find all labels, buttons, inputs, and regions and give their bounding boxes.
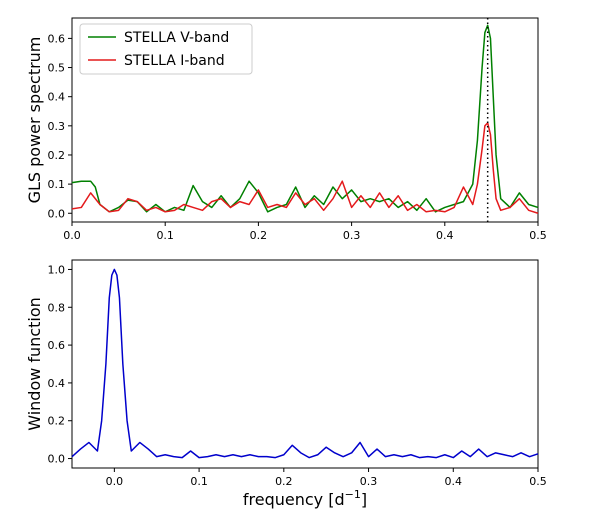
gls-series-1-line — [71, 122, 539, 214]
gls-y-tick-label: 0.3 — [48, 120, 66, 133]
window-plot-frame — [71, 259, 539, 469]
legend-box — [79, 23, 253, 75]
window-y-tick-label: 0.8 — [48, 301, 66, 314]
window-y-tick-label: 0.2 — [48, 415, 66, 428]
x-label-end: ] — [361, 490, 367, 509]
x-label-superscript: −1 — [345, 488, 361, 501]
window-x-tick-label: 0.2 — [275, 475, 293, 488]
gls-x-tick-label: 0.3 — [343, 229, 361, 242]
legend-label-i-band: STELLA I-band — [124, 53, 225, 69]
window-panel: 0.0 0.1 0.2 0.3 0.4 0.5 0.0 0.2 0.4 0.6 0.8 1.0 Win… — [25, 259, 547, 509]
window-y-tick-label: 0.0 — [48, 453, 66, 466]
gls-y-tick-label: 0.2 — [48, 149, 66, 162]
window-x-tick-label: 0.4 — [445, 475, 463, 488]
window-x-tick-label: 0.1 — [190, 475, 208, 488]
gls-x-tick-label: 0.2 — [250, 229, 268, 242]
window-x-tick-label: 0.5 — [529, 475, 547, 488]
gls-x-tick-label: 0.4 — [436, 229, 454, 242]
gls-panel: 0.0 0.1 0.2 0.3 0.4 0.50.00.10.20.30.40.50.6 … — [25, 17, 547, 242]
gls-y-tick-label: 0.0 — [48, 207, 66, 220]
gls-y-tick-label: 0.6 — [48, 32, 66, 45]
legend-label-v-band: STELLA V-band — [124, 30, 229, 46]
x-label-base: frequency [d — [243, 490, 345, 509]
window-ticks: 0.0 0.1 0.2 0.3 0.4 0.5 0.0 0.2 0.4 0.6 0.8 1.0 — [48, 263, 547, 488]
gls-x-tick-label: 0.5 — [529, 229, 547, 242]
window-y-tick-label: 0.4 — [48, 377, 66, 390]
gls-marks — [71, 18, 539, 222]
gls-x-tick-label: 0.0 — [63, 229, 81, 242]
window-series-0-line — [71, 268, 539, 459]
gls-y-tick-label: 0.5 — [48, 62, 66, 75]
window-y-axis-label: Window function — [25, 297, 44, 431]
window-x-tick-label: 0.3 — [360, 475, 378, 488]
window-y-tick-label: 1.0 — [48, 263, 66, 276]
window-x-axis-label: frequency [d−1] — [243, 488, 367, 509]
gls-ticks: 0.0 0.1 0.2 0.3 0.4 0.5 0.0 0.1 0.2 0.3 0.4 0.5 0.6 — [48, 32, 547, 242]
window-marks — [71, 268, 539, 459]
gls-x-tick-label: 0.1 — [156, 229, 174, 242]
gls-y-axis-label: GLS power spectrum — [25, 37, 44, 204]
gls-y-tick-label: 0.1 — [48, 178, 66, 191]
gls-legend: STELLA V-band STELLA I-band — [79, 23, 253, 75]
window-y-tick-label: 0.6 — [48, 339, 66, 352]
gls-plot-frame — [71, 17, 539, 223]
window-x-tick-label: 0.0 — [106, 475, 124, 488]
gls-y-tick-label: 0.4 — [48, 91, 66, 104]
